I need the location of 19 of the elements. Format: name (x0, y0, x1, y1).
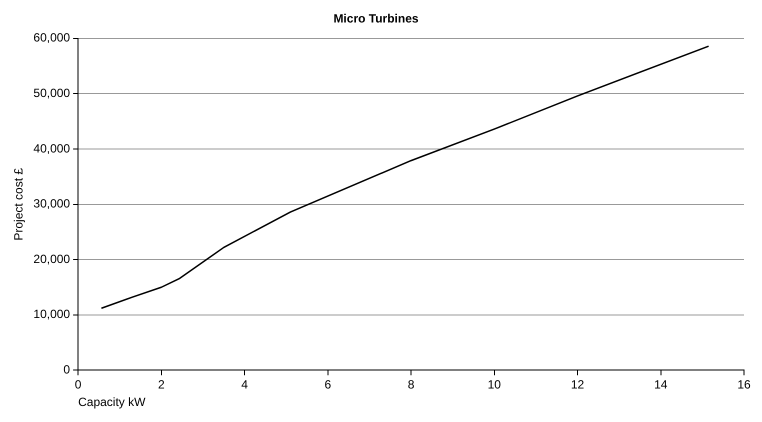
x-tick-label: 6 (324, 378, 332, 392)
y-tick-label: 20,000 (33, 252, 70, 266)
x-axis-title: Capacity kW (78, 395, 146, 410)
chart-title: Micro Turbines (333, 12, 419, 26)
x-tick-label: 0 (74, 378, 82, 392)
y-axis-title: Project cost £ (12, 168, 26, 241)
y-tick-label: 10,000 (33, 307, 70, 322)
y-tick-label: 60,000 (33, 30, 70, 45)
y-tick-label: 40,000 (33, 141, 70, 156)
y-tick-label: 30,000 (33, 196, 70, 211)
y-tick-label: 50,000 (33, 86, 70, 100)
x-tick-label: 12 (570, 378, 585, 392)
y-tick-label: 0 (63, 362, 70, 377)
x-tick-label: 4 (241, 378, 248, 392)
x-tick-label: 10 (488, 378, 502, 392)
x-tick-label: 8 (408, 378, 415, 392)
x-tick-label: 16 (737, 378, 751, 392)
x-tick-label: 2 (158, 378, 165, 392)
x-tick-label: 14 (654, 378, 668, 392)
